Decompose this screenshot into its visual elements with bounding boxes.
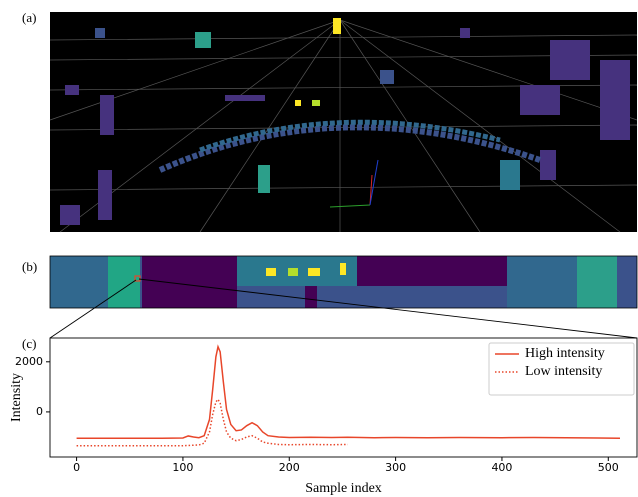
panel-label: (b) xyxy=(22,259,37,274)
x-tick-label: 200 xyxy=(279,461,300,474)
range-image xyxy=(50,256,637,308)
x-tick-label: 0 xyxy=(73,461,80,474)
line-chart: 0 100 200 300 400 500 0 2000 Sample index Intensi… xyxy=(9,338,637,496)
x-tick-label: 100 xyxy=(172,461,193,474)
x-tick-label: 400 xyxy=(491,461,512,474)
y-tick-label: 0 xyxy=(36,405,43,418)
figure: (a) (b) (c) 0 100 200 300 400 500 0 2000 Sample … xyxy=(0,0,638,497)
legend-label: High intensity xyxy=(525,346,605,361)
x-axis-label: Sample index xyxy=(305,481,382,496)
legend-label: Low intensity xyxy=(525,364,602,379)
legend: High intensity Low intensity xyxy=(489,343,634,395)
y-axis-label: Intensity xyxy=(9,373,24,422)
point-cloud-view xyxy=(50,12,637,232)
y-tick-label: 2000 xyxy=(15,355,43,368)
panel-label: (a) xyxy=(22,10,36,25)
x-tick-label: 500 xyxy=(598,461,619,474)
panel-label: (c) xyxy=(22,336,36,351)
x-tick-label: 300 xyxy=(385,461,406,474)
